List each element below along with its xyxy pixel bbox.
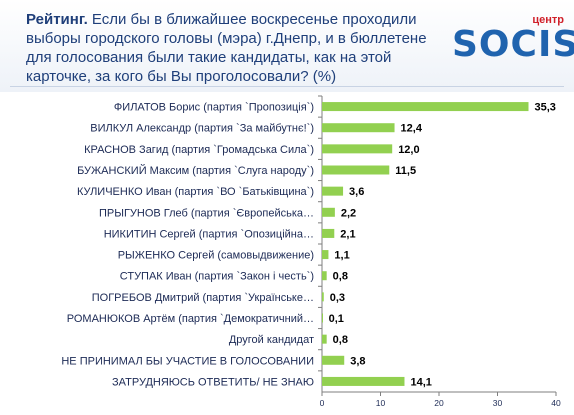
bar bbox=[322, 313, 323, 323]
category-label: ВИЛКУЛ Александр (партия `За майбутнє!`) bbox=[90, 123, 314, 135]
x-tick-label: 20 bbox=[434, 398, 444, 408]
category-label: Другой кандидат bbox=[229, 334, 314, 346]
bar bbox=[322, 292, 324, 302]
category-label: КУЛИЧЕНКО Иван (партия `ВО `Батьківщина`… bbox=[77, 186, 314, 198]
value-label: 1,1 bbox=[334, 250, 349, 262]
category-label: ФИЛАТОВ Борис (партия `Пропозиція`) bbox=[114, 102, 314, 114]
bar bbox=[322, 123, 395, 133]
x-tick-label: 30 bbox=[493, 398, 503, 408]
title-text: Если бы в ближайшее воскресенье проходил… bbox=[26, 11, 427, 85]
header: Рейтинг. Если бы в ближайшее воскресенье… bbox=[0, 0, 574, 92]
value-label: 3,6 bbox=[349, 186, 364, 198]
category-label: НИКИТИН Сергей (партия `Опозиційна… bbox=[104, 228, 314, 240]
category-label: БУЖАНСКИЙ Максим (партия `Слуга народу`) bbox=[77, 164, 314, 177]
category-label: ЗАТРУДНЯЮСЬ ОТВЕТИТЬ/ НЕ ЗНАЮ bbox=[112, 376, 314, 388]
category-label: КРАСНОВ Загид (партия `Громадська Сила`) bbox=[84, 144, 314, 156]
bar bbox=[322, 355, 345, 365]
bar bbox=[322, 376, 405, 386]
value-label: 0,8 bbox=[333, 334, 348, 346]
category-label: НЕ ПРИНИМАЛ БЫ УЧАСТИЕ В ГОЛОСОВАНИИ bbox=[61, 355, 314, 367]
value-label: 12,4 bbox=[401, 123, 423, 135]
logo-small-text: центр bbox=[532, 14, 564, 26]
value-label: 14,1 bbox=[410, 376, 431, 388]
bar bbox=[322, 186, 344, 196]
bar bbox=[322, 165, 390, 175]
value-label: 2,1 bbox=[340, 228, 355, 240]
bar bbox=[322, 228, 335, 238]
bar bbox=[322, 207, 335, 217]
title-bold: Рейтинг. bbox=[26, 11, 88, 28]
value-label: 35,3 bbox=[535, 102, 556, 114]
bar bbox=[322, 144, 393, 154]
value-label: 11,5 bbox=[395, 165, 416, 177]
chart-title: Рейтинг. Если бы в ближайшее воскресенье… bbox=[26, 10, 438, 86]
socis-logo: центр SOCIS bbox=[452, 14, 574, 65]
category-label: СТУПАК Иван (партия `Закон і честь`) bbox=[120, 271, 314, 283]
x-tick-label: 40 bbox=[551, 398, 561, 408]
value-label: 0,3 bbox=[330, 292, 345, 304]
x-tick-label: 10 bbox=[376, 398, 386, 408]
category-label: ПРЫГУНОВ Глеб (партия `Європейська… bbox=[99, 207, 314, 219]
value-label: 0,1 bbox=[329, 313, 344, 325]
category-label: ПОГРЕБОВ Дмитрий (партия `Українське… bbox=[92, 292, 314, 304]
bar bbox=[322, 334, 327, 344]
bar bbox=[322, 250, 329, 260]
bar bbox=[322, 271, 327, 281]
value-label: 2,2 bbox=[341, 207, 356, 219]
logo-main-text: SOCIS bbox=[452, 24, 574, 65]
value-label: 0,8 bbox=[333, 271, 348, 283]
x-tick-label: 0 bbox=[320, 398, 325, 408]
category-label: РЫЖЕНКО Сергей (самовыдвижение) bbox=[118, 250, 314, 262]
category-label: РОМАНЮКОВ Артём (партия `Демократичний… bbox=[67, 313, 314, 325]
value-label: 3,8 bbox=[350, 355, 365, 367]
value-label: 12,0 bbox=[398, 144, 419, 156]
header-divider bbox=[10, 86, 564, 87]
bar bbox=[322, 102, 529, 112]
